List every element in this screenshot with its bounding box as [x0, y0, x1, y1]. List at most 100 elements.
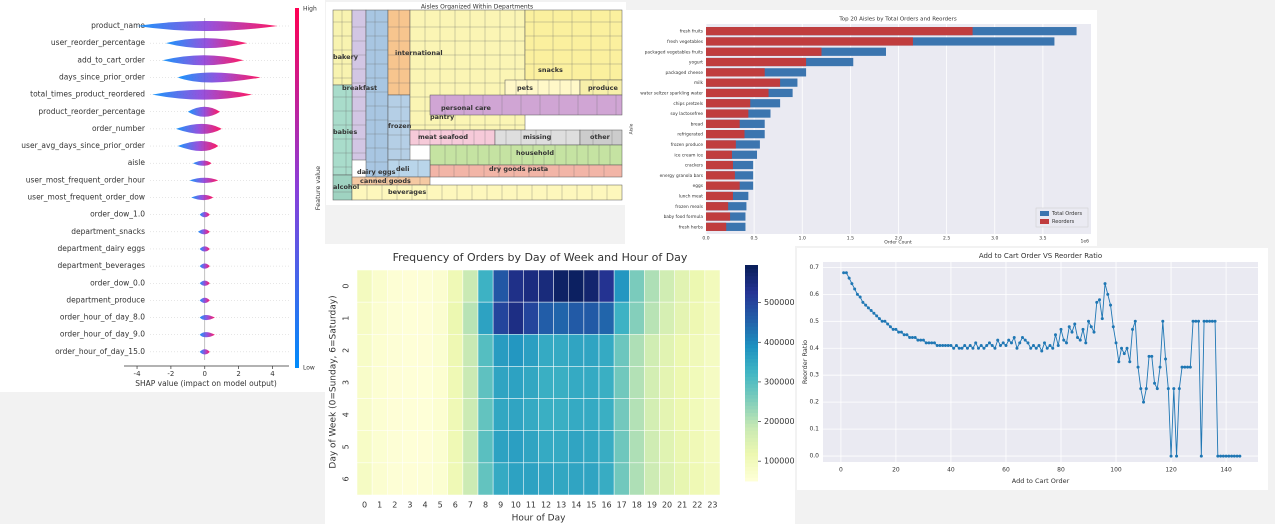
heat-cell	[598, 366, 615, 399]
bar	[706, 47, 822, 56]
x-tick-label: 14	[571, 501, 581, 510]
chart-title: Add to Cart Order VS Reorder Ratio	[979, 252, 1102, 260]
x-tick-label: 140	[1220, 467, 1232, 474]
point	[1040, 349, 1044, 353]
heat-cell	[462, 269, 479, 303]
y-tick-label: 0.0	[809, 453, 819, 460]
feature-label: product_name	[91, 21, 145, 30]
heat-cell	[371, 301, 388, 335]
point	[1139, 387, 1143, 391]
colorbar-segment	[745, 268, 758, 273]
x-axis-label: SHAP value (impact on model output)	[135, 379, 277, 388]
heat-cell	[553, 334, 569, 367]
point	[1158, 365, 1162, 369]
point	[1056, 344, 1060, 348]
heat-cell	[432, 301, 448, 335]
colorbar-segment	[745, 387, 758, 392]
feature-label: department_dairy eggs	[57, 244, 145, 253]
heat-cell	[613, 430, 630, 464]
colorbar-segment	[745, 391, 758, 395]
colorbar-tick-label: 300000	[764, 377, 795, 386]
point	[919, 338, 923, 342]
point	[971, 346, 975, 350]
heat-cell	[508, 398, 524, 431]
heat-cell	[508, 334, 524, 367]
colorbar-segment	[745, 405, 758, 410]
colorbar-segment	[745, 437, 758, 442]
heat-cell	[402, 301, 418, 335]
x-tick-label: 0.0	[702, 236, 709, 242]
y-tick-label: frozen produce	[671, 142, 704, 148]
shap-strip	[137, 21, 278, 31]
shap-strip	[199, 297, 210, 303]
point	[1131, 327, 1135, 331]
point	[1180, 365, 1184, 369]
colorbar-segment	[745, 337, 758, 341]
point	[1133, 319, 1137, 323]
colorbar-segment	[745, 297, 758, 302]
x-tick-label: 1	[377, 501, 382, 510]
point	[1098, 298, 1102, 302]
y-tick-label: 4	[342, 412, 351, 417]
y-tick-label: milk	[694, 80, 704, 86]
point	[954, 344, 958, 348]
x-tick-label: 7	[468, 501, 473, 510]
y-tick-label: soy lactosefree	[670, 111, 703, 117]
heat-cell	[432, 462, 448, 496]
shap-strip	[199, 246, 210, 252]
feature-label: user_reorder_percentage	[51, 38, 145, 47]
heat-cell	[492, 462, 509, 496]
point	[1004, 344, 1008, 348]
bar	[706, 171, 735, 180]
point	[996, 338, 1000, 342]
heat-cell	[538, 430, 554, 464]
department-label: dairy eggs	[357, 168, 396, 176]
point	[913, 335, 917, 339]
heat-cell	[613, 301, 630, 335]
heat-cell	[356, 366, 373, 399]
point	[1186, 365, 1190, 369]
x-tick-label: 4	[270, 370, 275, 378]
colorbar-segment	[745, 301, 758, 305]
colorbar-segment	[745, 376, 758, 381]
bar	[706, 57, 807, 67]
heat-cell	[387, 398, 403, 431]
colorbar-segment	[745, 477, 758, 482]
department-label: dry goods pasta	[489, 165, 548, 173]
point	[1202, 319, 1206, 323]
department-label: pantry	[430, 113, 455, 121]
colorbar-segment	[745, 293, 758, 298]
heat-cell	[356, 301, 373, 335]
x-tick-label: 23	[707, 501, 717, 510]
point	[1001, 341, 1005, 345]
heat-cell	[356, 398, 373, 431]
colorbar-segment	[745, 329, 758, 334]
heat-cell	[583, 334, 600, 367]
x-tick-label: 100	[1110, 467, 1122, 474]
y-tick-label: refrigerated	[677, 132, 703, 138]
point	[1015, 346, 1019, 350]
feature-label: order_dow_0.0	[90, 278, 145, 287]
colorbar-segment	[745, 473, 758, 478]
x-tick-label: 3.0	[991, 236, 998, 242]
heat-cell	[553, 462, 569, 496]
department-label: babies	[333, 128, 357, 136]
colorbar-segment	[745, 319, 758, 323]
x-tick-label: 1.5	[847, 236, 854, 242]
heat-cell	[704, 269, 721, 303]
colorbar-segment	[745, 423, 758, 428]
point	[938, 344, 942, 348]
heat-cell	[523, 398, 539, 431]
y-tick-label: ice cream ice	[674, 152, 703, 158]
heat-cell	[462, 366, 479, 399]
shap-strip	[199, 349, 210, 355]
heat-cell	[371, 462, 388, 496]
heat-cell	[432, 269, 448, 303]
point	[1023, 338, 1027, 342]
point	[1114, 341, 1118, 345]
heat-cell	[659, 398, 675, 431]
heat-cell	[644, 366, 660, 399]
colorbar-segment	[745, 373, 758, 377]
